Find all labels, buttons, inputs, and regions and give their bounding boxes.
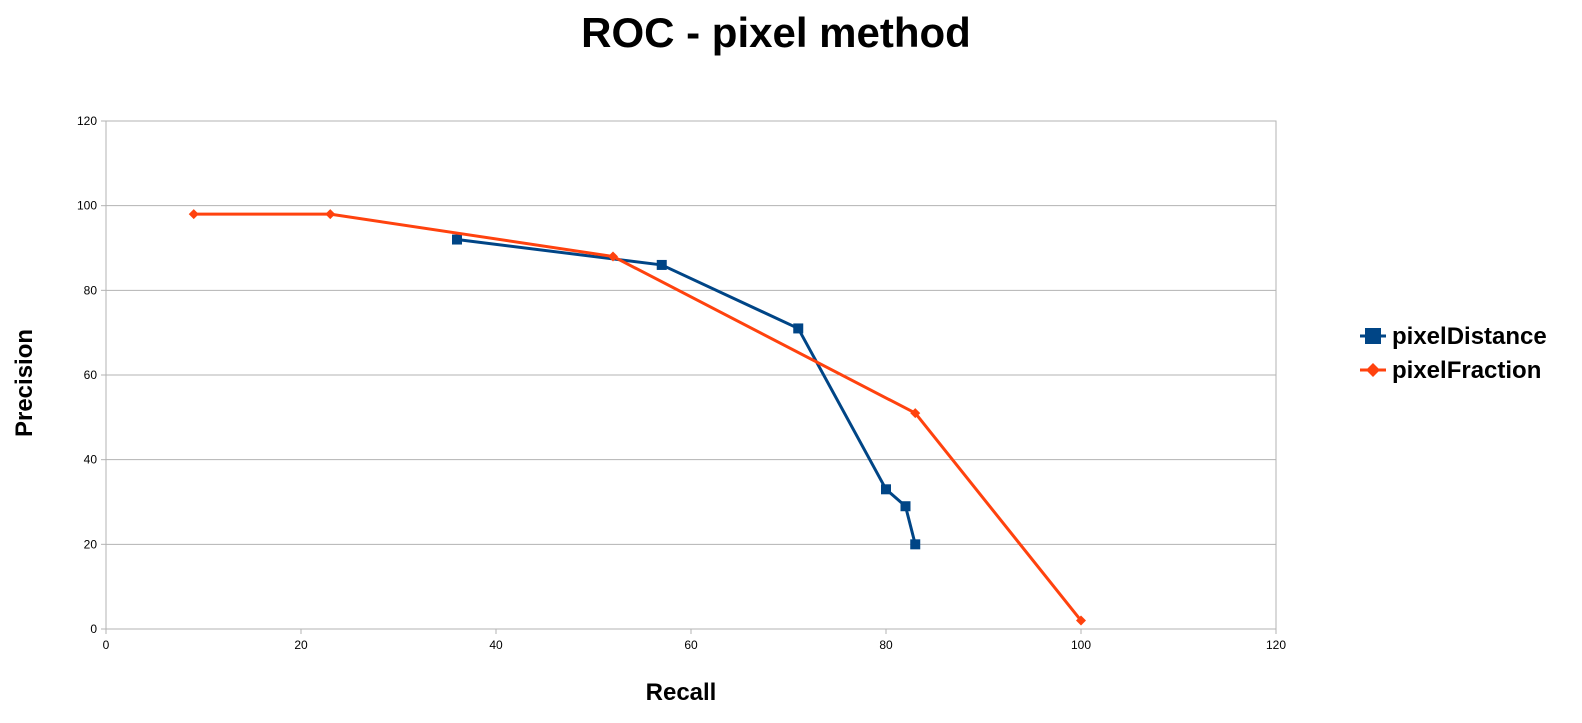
series-line-pixel-fraction bbox=[193, 212, 1083, 622]
y-tick-label: 100 bbox=[77, 199, 97, 213]
x-tick-label: 100 bbox=[1071, 638, 1091, 652]
series-pixel-distance bbox=[452, 234, 921, 550]
x-tick-label: 120 bbox=[1266, 638, 1286, 652]
data-point-pixel-distance bbox=[910, 539, 921, 550]
data-point-pixel-distance bbox=[900, 501, 911, 512]
data-point-pixel-fraction bbox=[188, 209, 199, 220]
legend-item-pixel-fraction: pixelFraction bbox=[1360, 357, 1541, 384]
x-tick-label: 80 bbox=[879, 638, 893, 652]
x-tick-label: 20 bbox=[294, 638, 308, 652]
tick-layer: 0 20 40 60 80 100 120 0 20 40 60 80 100 120 bbox=[77, 114, 1286, 652]
data-point-pixel-fraction bbox=[1076, 615, 1086, 626]
y-tick-label: 40 bbox=[84, 453, 98, 467]
series-pixel-fraction bbox=[188, 209, 1086, 626]
legend-marker bbox=[1366, 363, 1380, 377]
data-point-pixel-distance bbox=[881, 484, 891, 495]
data-point-pixel-distance bbox=[452, 234, 462, 245]
legend-label: pixelDistance bbox=[1392, 323, 1547, 350]
y-tick-label: 60 bbox=[84, 368, 98, 382]
data-point-pixel-fraction bbox=[910, 408, 921, 419]
legend: pixelDistance pixelFraction bbox=[1360, 323, 1547, 384]
legend-marker bbox=[1365, 328, 1381, 344]
y-tick-label: 120 bbox=[77, 114, 97, 128]
y-tick-label: 20 bbox=[84, 537, 98, 551]
x-axis-title: Recall bbox=[646, 679, 717, 706]
x-tick-label: 0 bbox=[103, 638, 110, 652]
x-tick-label: 40 bbox=[489, 638, 503, 652]
data-point-pixel-distance bbox=[656, 259, 667, 270]
y-tick-label: 80 bbox=[84, 283, 98, 297]
legend-item-pixel-distance: pixelDistance bbox=[1360, 323, 1547, 350]
y-tick-label: 0 bbox=[90, 622, 97, 636]
x-tick-label: 60 bbox=[684, 638, 698, 652]
series-line-pixel-distance bbox=[456, 238, 917, 545]
data-point-pixel-distance bbox=[793, 323, 804, 334]
data-point-pixel-fraction bbox=[608, 251, 618, 262]
series-layer bbox=[188, 209, 1086, 626]
y-axis-title: Precision bbox=[11, 329, 38, 437]
chart-title: ROC - pixel method bbox=[581, 9, 971, 56]
legend-label: pixelFraction bbox=[1392, 357, 1541, 384]
data-point-pixel-fraction bbox=[325, 209, 336, 220]
grid-layer bbox=[106, 205, 1276, 545]
